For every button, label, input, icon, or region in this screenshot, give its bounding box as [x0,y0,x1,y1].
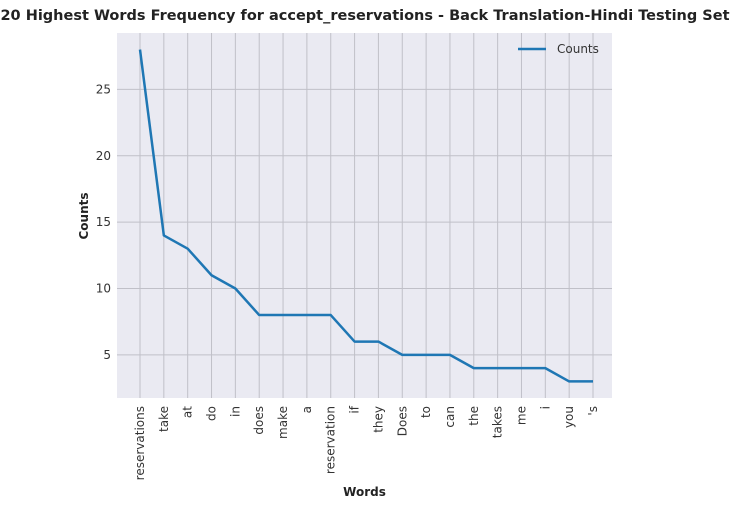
x-tick-label: does [252,406,266,435]
x-tick-label: can [443,406,457,428]
y-tick-labels: 5 10 15 20 25 [96,82,111,361]
x-tick-label: at [181,406,195,418]
x-tick-label: in [228,406,242,417]
y-tick-label: 25 [96,82,111,96]
series-line [138,49,593,383]
legend: Counts [518,42,599,56]
x-axis-label: Words [343,485,386,499]
chart-title: 20 Highest Words Frequency for accept_re… [0,8,730,24]
x-tick-label: Does [395,406,409,436]
y-tick-label: 10 [96,282,111,296]
x-tick-label: takes [491,406,505,438]
x-tick-label: if [348,405,362,413]
x-tick-label: they [371,406,385,433]
legend-label: Counts [557,42,599,56]
x-tick-label: do [205,406,219,421]
x-tick-label: a [300,406,314,413]
x-tick-label: reservations [133,406,147,480]
x-tick-label: to [419,406,433,418]
x-tick-label: 's [586,406,600,416]
x-tick-label: reservation [324,406,338,474]
x-tick-label: make [276,406,290,439]
y-tick-label: 15 [96,215,111,229]
x-tick-label: take [157,406,171,432]
x-tick-labels: reservations take at do in does make a reservati… [133,405,600,480]
x-tick-label: the [467,406,481,426]
y-tick-label: 20 [96,149,111,163]
grid-layer [117,33,612,398]
plot-area [117,33,612,398]
y-tick-label: 5 [103,348,111,362]
series-layer [138,49,593,383]
y-axis-label: Counts [77,192,91,239]
x-tick-label: you [562,406,576,428]
x-tick-label: i [538,406,552,409]
x-tick-label: me [514,406,528,425]
